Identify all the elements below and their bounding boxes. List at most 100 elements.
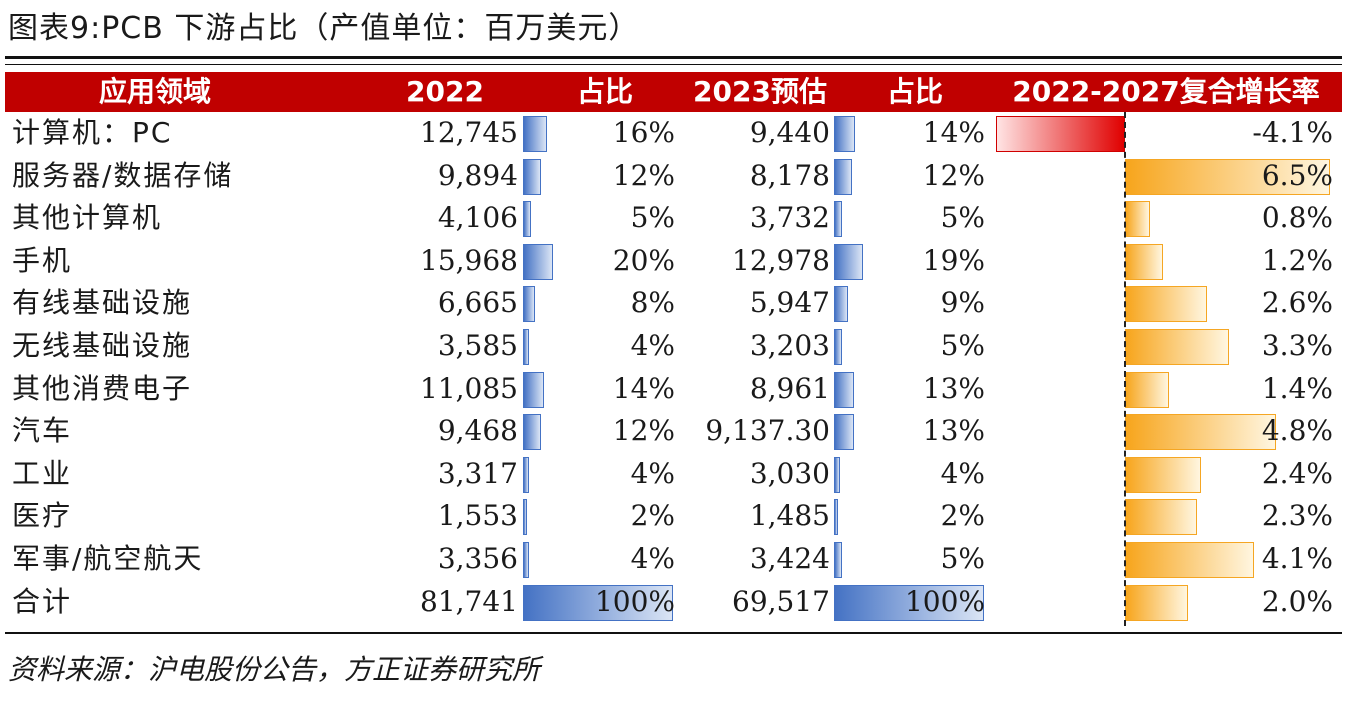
top-thin-rule	[5, 64, 1342, 65]
cagr-value: -4.1%	[1252, 116, 1333, 149]
cagr-value: 3.3%	[1261, 329, 1333, 362]
share-2023e: 12%	[922, 158, 985, 192]
cagr-value: 4.8%	[1261, 414, 1333, 448]
value-2023e: 9,440	[749, 116, 830, 149]
application-name: 军事/航空航天	[12, 542, 204, 575]
value-2023e: 3,203	[749, 329, 830, 362]
value-2022: 1,553	[437, 499, 518, 533]
share-2023e-bar	[834, 584, 984, 621]
application-name: 有线基础设施	[12, 286, 193, 320]
cagr-zero-axis	[1124, 112, 1126, 626]
value-2022: 15,968	[420, 243, 518, 277]
value-2023e: 3,732	[749, 201, 830, 235]
share-2022: 100%	[594, 584, 675, 618]
share-2022: 12%	[612, 158, 675, 192]
cagr-bar	[1125, 329, 1229, 365]
value-2023e: 69,517	[732, 584, 830, 618]
share-2023e-bar	[834, 499, 838, 536]
share-2023e-bar	[834, 542, 842, 578]
value-2022: 3,585	[437, 329, 518, 362]
cagr-bar	[1125, 158, 1330, 195]
cagr-bar	[1125, 499, 1198, 536]
share-2023e-bar	[834, 456, 840, 493]
share-2022-bar	[523, 456, 529, 493]
top-rule	[5, 56, 1342, 59]
header-share-2023e: 占比	[886, 75, 943, 108]
application-name: 计算机：PC	[12, 116, 173, 149]
header-cagr: 2022-2027复合增长率	[1012, 75, 1320, 108]
value-2022: 81,741	[420, 584, 518, 618]
share-2022: 4%	[630, 542, 675, 575]
share-2022-bar	[523, 286, 535, 323]
source-note: 资料来源：沪电股份公告，方正证券研究所	[8, 653, 541, 686]
cagr-bar	[1125, 371, 1170, 408]
cagr-bar	[995, 116, 1125, 152]
share-2022: 5%	[630, 201, 675, 235]
share-2023e-bar	[834, 201, 842, 238]
share-2023e-bar	[834, 116, 855, 152]
cagr-bar	[1125, 456, 1201, 493]
value-2022: 9,894	[437, 158, 518, 192]
share-2023e: 14%	[922, 116, 985, 149]
value-2022: 3,356	[437, 542, 518, 575]
application-name: 合计	[12, 584, 73, 618]
share-2022-bar	[523, 116, 547, 152]
cagr-value: 4.1%	[1261, 542, 1333, 575]
page-title: 图表9:PCB 下游占比（产值单位：百万美元）	[8, 11, 640, 46]
share-2023e-bar	[834, 158, 852, 195]
value-2023e: 12,978	[732, 243, 830, 277]
cagr-value: 0.8%	[1261, 201, 1333, 235]
share-2022-bar	[523, 499, 527, 536]
cagr-value: 2.4%	[1261, 456, 1333, 490]
share-2022: 2%	[630, 499, 675, 533]
share-2022-bar	[523, 371, 544, 408]
share-2022: 4%	[630, 456, 675, 490]
share-2022: 14%	[612, 371, 675, 405]
value-2023e: 1,485	[749, 499, 830, 533]
value-2022: 4,106	[437, 201, 518, 235]
value-2023e: 8,178	[749, 158, 830, 192]
application-name: 医疗	[12, 499, 73, 533]
application-name: 手机	[12, 243, 73, 277]
cagr-value: 2.3%	[1261, 499, 1333, 533]
share-2022: 8%	[630, 286, 675, 320]
share-2023e: 9%	[940, 286, 985, 320]
value-2023e: 5,947	[749, 286, 830, 320]
value-2022: 12,745	[420, 116, 518, 149]
value-2022: 6,665	[437, 286, 518, 320]
share-2023e: 5%	[940, 329, 985, 362]
application-name: 其他消费电子	[12, 371, 193, 405]
share-2022-bar	[523, 329, 529, 365]
share-2022-bar	[523, 584, 673, 621]
value-2022: 9,468	[437, 414, 518, 448]
share-2023e-bar	[834, 414, 854, 451]
table-header: 应用领域 2022 占比 2023预估 占比 2022-2027复合增长率	[5, 72, 1342, 112]
cagr-bar	[1125, 584, 1188, 621]
value-2023e: 9,137.30	[705, 414, 830, 448]
cagr-bar	[1125, 414, 1277, 451]
share-2023e: 5%	[940, 542, 985, 575]
share-2022: 12%	[612, 414, 675, 448]
share-2023e: 2%	[940, 499, 985, 533]
share-2022-bar	[523, 414, 541, 451]
cagr-value: 1.2%	[1261, 243, 1333, 277]
value-2022: 11,085	[420, 371, 518, 405]
cagr-value: 1.4%	[1261, 371, 1333, 405]
header-2022: 2022	[406, 75, 484, 108]
application-name: 服务器/数据存储	[12, 158, 234, 192]
value-2023e: 3,424	[749, 542, 830, 575]
share-2023e: 4%	[940, 456, 985, 490]
cagr-bar	[1125, 201, 1151, 238]
cagr-bar	[1125, 542, 1255, 578]
share-2023e-bar	[834, 371, 854, 408]
share-2022-bar	[523, 243, 553, 280]
share-2022: 16%	[612, 116, 675, 149]
cagr-value: 6.5%	[1261, 158, 1333, 192]
share-2023e-bar	[834, 286, 848, 323]
share-2023e: 13%	[922, 371, 985, 405]
share-2023e-bar	[834, 243, 863, 280]
value-2023e: 3,030	[749, 456, 830, 490]
share-2023e: 5%	[940, 201, 985, 235]
share-2023e-bar	[834, 329, 842, 365]
share-2022: 4%	[630, 329, 675, 362]
